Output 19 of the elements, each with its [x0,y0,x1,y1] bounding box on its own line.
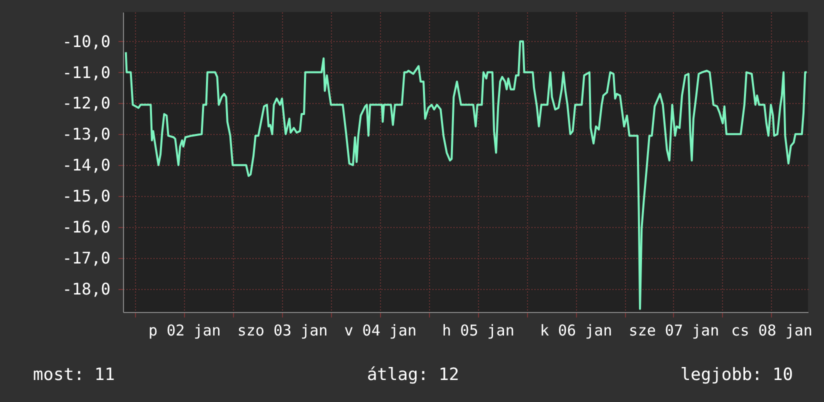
y-tick-label: -13,0 [62,124,110,144]
x-tick-label: cs 08 jan [731,322,812,340]
y-tick-label: -18,0 [62,279,110,298]
y-tick-label: -10,0 [62,32,110,51]
x-tick-label: k 06 jan [540,322,612,340]
x-tick-label: szo 03 jan [237,322,328,340]
x-tick-label: p 02 jan [148,322,221,340]
text: legjobb: 10 [680,365,793,385]
text: most: 11 [33,365,115,385]
x-tick-label: h 05 jan [442,322,514,340]
y-tick-label: -15,0 [62,186,110,206]
text: átlag: 12 [366,365,460,385]
y-tick-label: -17,0 [62,248,110,268]
y-tick-label: -11,0 [62,62,110,82]
y-tick-label: -14,0 [62,156,110,175]
y-tick-label: -16,0 [62,217,110,236]
x-tick-label: v 04 jan [344,322,416,340]
y-tick-label: -12,0 [62,94,110,113]
x-tick-label: sze 07 jan [628,322,720,340]
